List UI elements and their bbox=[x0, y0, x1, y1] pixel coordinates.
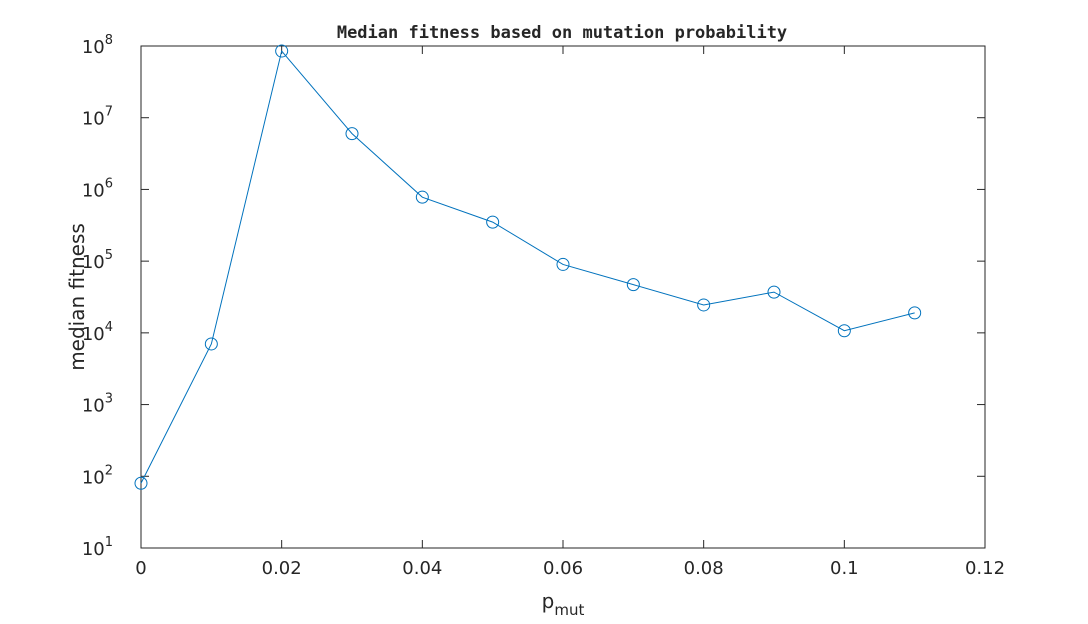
y-tick-label: 103 bbox=[82, 392, 113, 417]
data-point-marker bbox=[697, 298, 711, 312]
y-tick-exponent: 5 bbox=[105, 248, 113, 263]
x-axis-ticks: 0 0.02 0.04 0.06 0.08 0.1 0.12 bbox=[135, 46, 1005, 579]
x-tick-label: 0.08 bbox=[684, 558, 724, 579]
x-tick-label: 0 bbox=[135, 558, 146, 579]
x-tick-label: 0.1 bbox=[830, 558, 859, 579]
data-point-marker bbox=[134, 476, 148, 490]
y-tick-exponent: 6 bbox=[105, 176, 113, 191]
data-point-marker bbox=[556, 257, 570, 271]
x-tick-label: 0.04 bbox=[402, 558, 442, 579]
x-axis-label: pmut bbox=[542, 589, 585, 619]
data-point-marker bbox=[626, 278, 640, 292]
x-tick-label: 0.12 bbox=[965, 558, 1005, 579]
y-tick-label: 107 bbox=[82, 105, 113, 130]
series-line bbox=[140, 49, 915, 484]
data-point-marker bbox=[486, 215, 500, 229]
x-axis-label-subscript: mut bbox=[554, 601, 584, 619]
data-point-marker bbox=[415, 190, 429, 204]
y-axis-label: median fitness bbox=[65, 223, 89, 371]
y-tick-exponent: 1 bbox=[105, 535, 113, 550]
data-point-marker bbox=[275, 44, 289, 58]
y-tick-label: 101 bbox=[82, 535, 113, 560]
axes-box bbox=[140, 45, 986, 549]
plot-area: 0 0.02 0.04 0.06 0.08 0.1 0.12 101 102 103 104 105… bbox=[82, 33, 1005, 579]
y-tick-label: 106 bbox=[82, 176, 113, 201]
y-tick-exponent: 3 bbox=[105, 392, 113, 407]
series-layer bbox=[134, 44, 922, 490]
y-tick-exponent: 2 bbox=[105, 463, 113, 478]
y-tick-label: 102 bbox=[82, 463, 113, 488]
y-tick-label: 105 bbox=[82, 248, 113, 273]
y-tick-label: 108 bbox=[82, 33, 113, 58]
x-tick-label: 0.06 bbox=[543, 558, 583, 579]
chart-title: Median fitness based on mutation probabi… bbox=[337, 23, 787, 43]
y-tick-label: 104 bbox=[82, 320, 113, 345]
data-point-marker bbox=[767, 285, 781, 299]
data-point-marker bbox=[345, 127, 359, 141]
data-point-marker bbox=[908, 306, 922, 320]
y-tick-exponent: 4 bbox=[105, 320, 113, 335]
data-point-marker bbox=[204, 337, 218, 351]
y-tick-exponent: 8 bbox=[105, 33, 113, 48]
y-tick-exponent: 7 bbox=[105, 105, 113, 120]
y-axis-ticks: 101 102 103 104 105 106 107 108 bbox=[82, 33, 985, 560]
x-tick-label: 0.02 bbox=[262, 558, 302, 579]
data-point-marker bbox=[837, 324, 851, 338]
